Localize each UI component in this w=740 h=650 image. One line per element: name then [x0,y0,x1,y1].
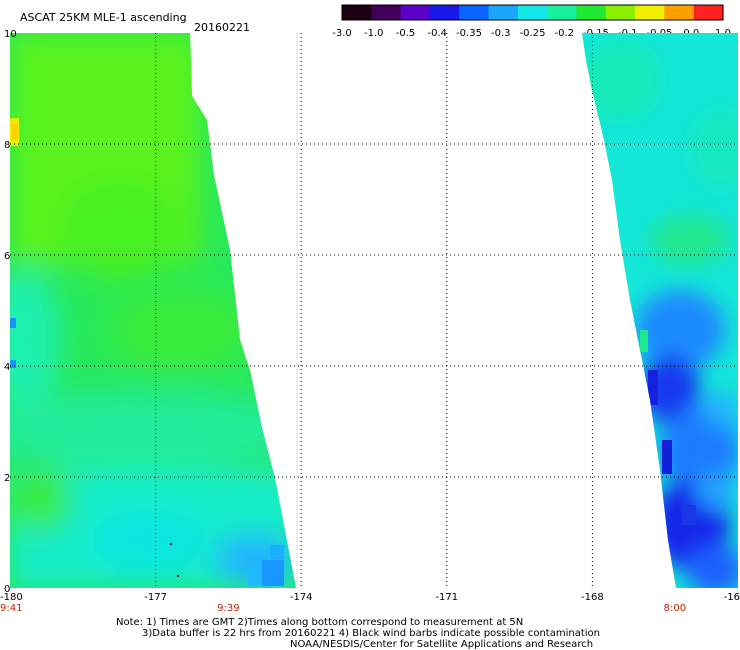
contamination-flag [170,543,172,545]
note-line-1: Note: 1) Times are GMT 2)Times along bot… [116,617,523,628]
colorbar-label: -0.4 [428,28,448,39]
map-title: ASCAT 25KM MLE-1 ascending [20,11,187,24]
note-line-2: 3)Data buffer is 22 hrs from 20160221 4)… [142,628,600,639]
x-tick-label: -171 [435,592,458,603]
colorbar-label: -0.5 [396,28,416,39]
colorbar-swatch [693,5,724,20]
colorbar-swatch [664,5,695,20]
map-date: 20160221 [194,21,250,34]
colorbar-swatch [605,5,636,20]
colorbar-swatch [342,5,372,20]
x-tick-label: -168 [581,592,604,603]
colorbar-label: -3.0 [332,28,352,39]
y-tick-label: 2 [4,473,10,484]
colorbar-swatch [488,5,519,20]
x-tick-label: -16 [724,592,740,603]
colorbar-swatch [547,5,578,20]
contamination-flag [177,575,179,577]
y-tick-label: 8 [4,140,10,151]
plot-area [10,33,738,588]
y-axis-ticks: 0 2 4 6 8 10 [4,29,17,595]
colorbar-swatch [459,5,490,20]
time-labels: 9:41 9:39 8:00 [0,603,686,614]
y-tick-label: 0 [4,584,10,595]
left-swath [10,33,296,588]
x-axis-ticks: -180 -177 -174 -171 -168 -16 [0,592,740,603]
colorbar-label: -1.0 [364,28,384,39]
time-label: 9:41 [0,603,22,614]
y-tick-label: 10 [4,29,17,40]
colorbar-label: -0.2 [555,28,575,39]
colorbar-swatch [635,5,665,20]
colorbar-swatch [576,5,607,20]
colorbar-label: -0.35 [456,28,482,39]
colorbar-swatch [517,5,548,20]
grid-lines [10,33,738,588]
x-tick-label: -180 [0,592,23,603]
time-label: 8:00 [664,603,686,614]
x-tick-label: -177 [144,592,167,603]
y-tick-label: 4 [4,362,10,373]
x-tick-label: -174 [290,592,313,603]
time-label: 9:39 [217,603,239,614]
colorbar-swatch [371,5,402,20]
credit-line: NOAA/NESDIS/Center for Satellite Applica… [290,639,593,650]
colorbar-swatch [400,5,431,20]
colorbar-label: -0.3 [491,28,511,39]
right-swath [582,33,738,588]
colorbar-label: -0.25 [520,28,546,39]
colorbar-swatch [429,5,460,20]
y-tick-label: 6 [4,251,10,262]
